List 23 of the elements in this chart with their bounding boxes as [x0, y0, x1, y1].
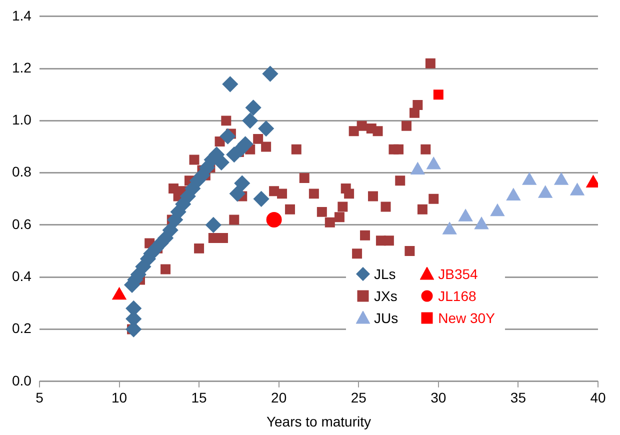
legend-label: JUs: [374, 310, 398, 326]
y-tick-label: 0.8: [12, 164, 32, 180]
y-tick-label: 1.0: [12, 112, 32, 128]
legend-label: New 30Y: [438, 310, 495, 326]
x-tick-label: 35: [510, 390, 526, 406]
legend-label: JB354: [438, 266, 478, 282]
x-tick-label: 25: [350, 390, 367, 406]
y-tick-label: 0.4: [12, 268, 32, 284]
legend-label: JLs: [374, 266, 396, 282]
y-tick-label: 0.0: [12, 372, 32, 388]
legend-label: JXs: [374, 288, 398, 304]
y-tick-label: 1.4: [12, 7, 32, 24]
y-tick-label: 1.2: [12, 59, 32, 76]
x-tick-label: 40: [590, 390, 606, 406]
x-tick-label: 15: [191, 390, 208, 406]
y-tick-label: 0.6: [12, 216, 32, 232]
x-axis-title: Years to maturity: [266, 413, 371, 430]
y-tick-label: 0.2: [12, 320, 32, 336]
legend-label: JL168: [438, 288, 476, 304]
x-tick-label: 30: [430, 390, 446, 406]
x-tick-label: 10: [111, 390, 128, 406]
x-tick-label: 20: [271, 390, 287, 406]
x-tick-label: 5: [36, 390, 44, 406]
